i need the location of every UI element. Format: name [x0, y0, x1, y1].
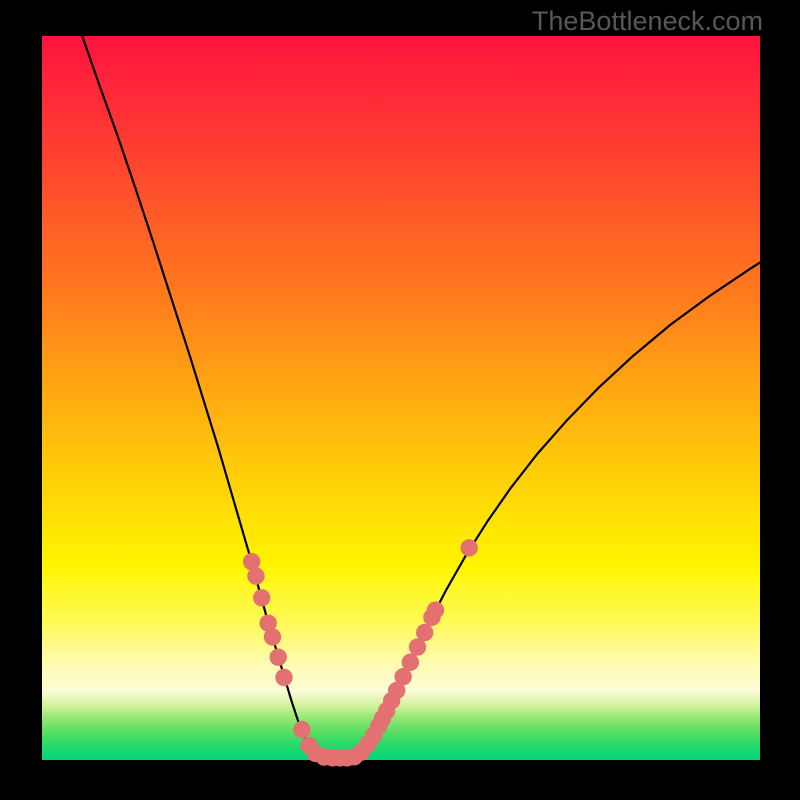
marker-dot: [247, 567, 264, 584]
plot-area: [42, 36, 760, 760]
marker-dot: [270, 648, 287, 665]
marker-dot: [264, 628, 281, 645]
marker-dot: [253, 589, 270, 606]
marker-dot: [427, 601, 444, 618]
marker-dot: [461, 539, 478, 556]
watermark-text: TheBottleneck.com: [532, 6, 763, 37]
plot-svg: [42, 36, 760, 760]
gradient-background: [42, 36, 760, 760]
marker-dot: [275, 669, 292, 686]
marker-dot: [293, 721, 310, 738]
chart-stage: TheBottleneck.com: [0, 0, 800, 800]
marker-dot: [416, 624, 433, 641]
marker-dot: [402, 654, 419, 671]
